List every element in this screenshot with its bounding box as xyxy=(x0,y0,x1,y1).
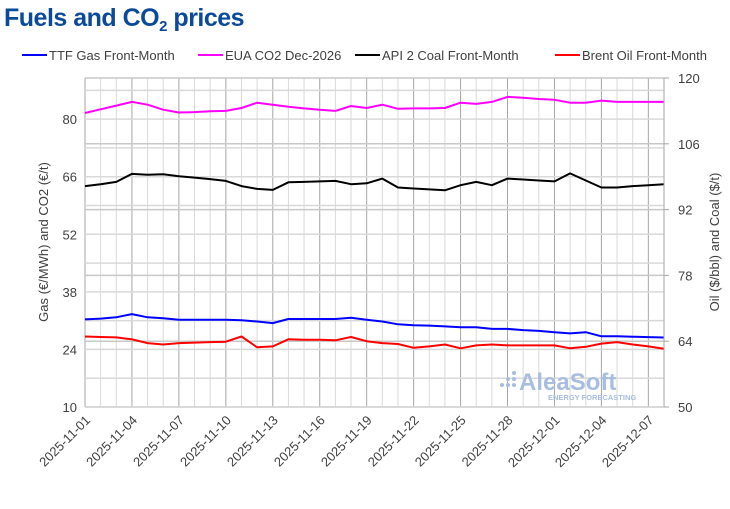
series-line-api-2-coal-front-month xyxy=(84,172,665,192)
legend-item: EUA CO2 Dec-2026 xyxy=(198,48,341,63)
legend-label: API 2 Coal Front-Month xyxy=(382,48,519,63)
series-lines xyxy=(84,95,665,350)
y-axis-label-left: Gas (€/MWh) and CO2 (€/t) xyxy=(36,162,51,322)
y-tick-label-left: 80 xyxy=(63,112,77,127)
watermark-brand: AleaSoft xyxy=(519,369,616,396)
axes: 102438526680506478921061202025-11-012025… xyxy=(36,71,700,470)
watermark-tagline: ENERGY FORECASTING xyxy=(548,393,636,402)
chart-title: Fuels and CO2 prices xyxy=(4,4,245,35)
legend-item: TTF Gas Front-Month xyxy=(22,48,175,63)
legend-item: API 2 Coal Front-Month xyxy=(355,48,519,63)
series-line-ttf-gas-front-month xyxy=(84,313,665,339)
legend-item: Brent Oil Front-Month xyxy=(555,48,707,63)
grid xyxy=(84,77,665,408)
y-axis-label-right: Oil ($/bbl) and Coal ($/t) xyxy=(707,173,722,312)
legend-label: TTF Gas Front-Month xyxy=(49,48,175,63)
y-tick-label-left: 66 xyxy=(63,170,77,185)
y-tick-label-left: 52 xyxy=(63,227,77,242)
legend-label: Brent Oil Front-Month xyxy=(582,48,707,63)
series-line-brent-oil-front-month xyxy=(84,335,665,350)
legend-label: EUA CO2 Dec-2026 xyxy=(225,48,341,63)
y-tick-label-right: 120 xyxy=(678,71,700,86)
series-line-eua-co2-dec-2026 xyxy=(84,95,664,114)
y-tick-label-right: 50 xyxy=(678,400,692,415)
y-tick-label-right: 64 xyxy=(678,334,692,349)
y-tick-label-left: 38 xyxy=(63,285,77,300)
y-tick-label-left: 10 xyxy=(63,400,77,415)
y-tick-label-right: 106 xyxy=(678,137,700,152)
title-subscript: 2 xyxy=(159,18,167,35)
legend: TTF Gas Front-Month EUA CO2 Dec-2026 API 2… xyxy=(22,48,707,63)
title-text-end: prices xyxy=(166,4,245,32)
y-tick-label-left: 24 xyxy=(63,342,77,357)
title-text: Fuels and CO xyxy=(4,4,160,32)
y-tick-label-right: 92 xyxy=(678,203,692,218)
watermark: AleaSoft ENERGY FORECASTING xyxy=(500,369,636,402)
y-tick-label-right: 78 xyxy=(678,268,692,283)
